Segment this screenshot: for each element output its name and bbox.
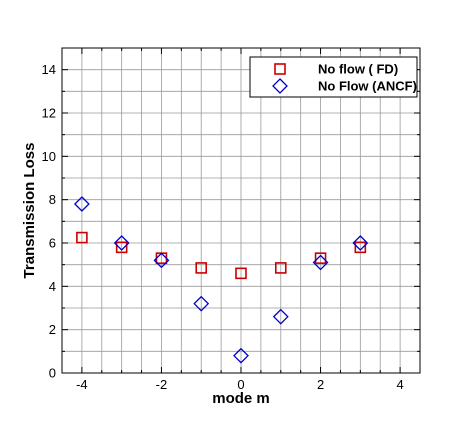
- x-tick-label: -4: [76, 377, 88, 392]
- legend-marker-symbol: [274, 63, 286, 75]
- legend-label-no-flow-ancf: No Flow (ANCF): [318, 79, 417, 94]
- ancf-data-point: [193, 295, 210, 312]
- ancf-data-point: [352, 235, 369, 251]
- y-tick-label: 2: [49, 322, 56, 337]
- y-tick-label: 4: [49, 279, 56, 294]
- legend-label-no-flow-fd: No flow ( FD): [318, 62, 398, 77]
- x-tick-label: 4: [396, 377, 403, 392]
- ancf-data-point: [73, 196, 90, 212]
- legend-marker-no-flow-fd: [274, 63, 286, 75]
- y-tick-label: 10: [42, 149, 56, 164]
- fd-data-point: [76, 231, 88, 244]
- y-tick-label: 0: [49, 366, 56, 381]
- y-tick-label: 6: [49, 236, 56, 251]
- x-tick-label: 2: [317, 377, 324, 392]
- fd-data-point: [274, 262, 287, 274]
- y-tick-label: 8: [49, 192, 56, 207]
- fd-data-point: [354, 241, 367, 254]
- ancf-data-point: [272, 308, 289, 325]
- y-tick-label: 12: [42, 106, 56, 121]
- x-tick-label: 0: [237, 377, 244, 392]
- fd-data-point: [195, 262, 208, 274]
- fd-data-point: [115, 241, 128, 254]
- legend-marker-symbol: [272, 78, 288, 94]
- y-axis-title: Transmission Loss: [21, 143, 38, 279]
- ancf-data-point: [233, 347, 249, 364]
- y-tick-label: 14: [42, 62, 56, 77]
- tick-labels: -4 -2 0 2 4 0 2 4 6 8 10 12 14: [42, 62, 404, 392]
- x-tick-label: -2: [156, 377, 168, 392]
- ancf-data-point: [113, 235, 130, 251]
- ancf-data-point: [153, 252, 170, 269]
- fd-data-point: [314, 252, 327, 264]
- fd-data-point: [235, 267, 247, 280]
- x-axis-title: mode m: [212, 390, 270, 407]
- series-markers: [73, 196, 369, 364]
- ancf-data-point: [312, 254, 329, 271]
- legend-marker-no-flow-ancf: [272, 78, 288, 94]
- legend: No flow ( FD) No Flow (ANCF): [249, 56, 418, 98]
- grid: [62, 48, 420, 373]
